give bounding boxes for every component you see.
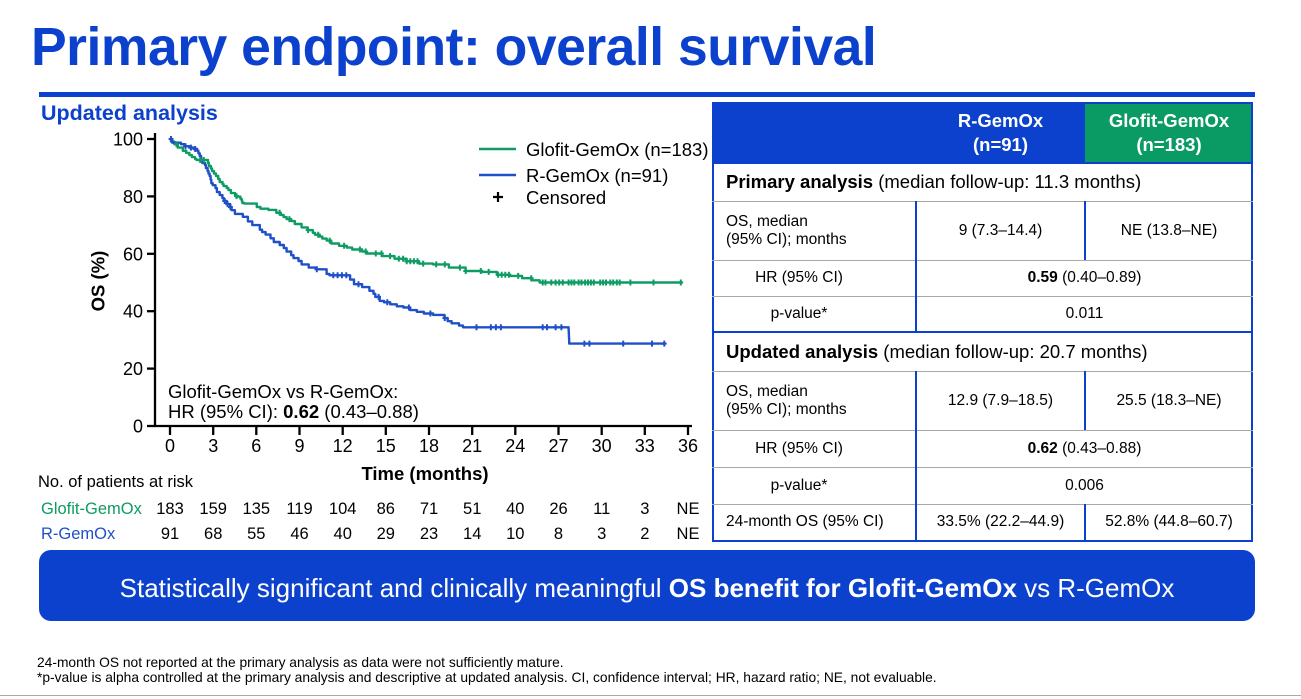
- svg-text:27: 27: [548, 436, 568, 456]
- svg-text:60: 60: [123, 244, 143, 264]
- svg-text:Glofit-GemOx vs R-GemOx:: Glofit-GemOx vs R-GemOx:: [168, 381, 398, 402]
- svg-text:40: 40: [334, 525, 352, 543]
- svg-text:0: 0: [165, 436, 175, 456]
- svg-text:23: 23: [420, 525, 438, 543]
- svg-text:46: 46: [290, 525, 308, 543]
- svg-text:18: 18: [419, 436, 439, 456]
- svg-text:159: 159: [199, 500, 227, 518]
- svg-text:NE: NE: [677, 500, 700, 518]
- svg-text:Time (months): Time (months): [361, 463, 488, 484]
- svg-text:100: 100: [113, 130, 143, 150]
- svg-text:36: 36: [678, 436, 698, 456]
- svg-text:21: 21: [462, 436, 482, 456]
- svg-text:71: 71: [420, 500, 438, 518]
- svg-text:HR (95% CI): 0.62 (0.43–0.88): HR (95% CI): 0.62 (0.43–0.88): [168, 401, 419, 422]
- svg-text:R-GemOx: R-GemOx: [41, 525, 116, 543]
- svg-text:3: 3: [208, 436, 218, 456]
- svg-text:104: 104: [329, 500, 357, 518]
- svg-text:183: 183: [156, 500, 184, 518]
- svg-text:51: 51: [463, 500, 481, 518]
- svg-text:Glofit-GemOx: Glofit-GemOx: [41, 500, 143, 518]
- svg-text:11: 11: [593, 500, 610, 518]
- svg-text:40: 40: [506, 500, 524, 518]
- svg-text:20: 20: [123, 359, 143, 379]
- svg-text:80: 80: [123, 187, 143, 207]
- svg-text:Glofit-GemOx (n=183): Glofit-GemOx (n=183): [526, 139, 709, 160]
- svg-text:24: 24: [505, 436, 525, 456]
- svg-text:10: 10: [506, 525, 524, 543]
- svg-text:68: 68: [204, 525, 222, 543]
- svg-text:119: 119: [286, 500, 312, 518]
- svg-text:3: 3: [597, 525, 606, 543]
- svg-text:9: 9: [294, 436, 304, 456]
- svg-text:OS (%): OS (%): [88, 251, 109, 312]
- svg-text:40: 40: [123, 302, 143, 322]
- svg-text:8: 8: [554, 525, 563, 543]
- svg-text:3: 3: [640, 500, 649, 518]
- svg-text:55: 55: [247, 525, 265, 543]
- svg-text:91: 91: [161, 525, 179, 543]
- svg-text:NE: NE: [677, 525, 700, 543]
- svg-text:33: 33: [635, 436, 655, 456]
- svg-text:12: 12: [333, 436, 353, 456]
- svg-text:15: 15: [376, 436, 396, 456]
- svg-text:86: 86: [377, 500, 395, 518]
- svg-text:No. of patients at risk: No. of patients at risk: [38, 473, 194, 491]
- svg-text:26: 26: [549, 500, 567, 518]
- svg-text:14: 14: [463, 525, 481, 543]
- svg-text:Censored: Censored: [526, 187, 606, 208]
- svg-text:6: 6: [251, 436, 261, 456]
- svg-text:2: 2: [640, 525, 649, 543]
- svg-text:135: 135: [243, 500, 271, 518]
- svg-text:29: 29: [377, 525, 395, 543]
- svg-text:R-GemOx (n=91): R-GemOx (n=91): [526, 165, 668, 186]
- svg-text:0: 0: [133, 417, 143, 437]
- svg-text:30: 30: [592, 436, 612, 456]
